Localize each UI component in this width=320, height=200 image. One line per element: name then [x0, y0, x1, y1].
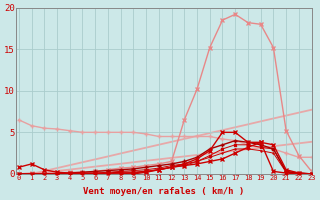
X-axis label: Vent moyen/en rafales ( km/h ): Vent moyen/en rafales ( km/h )	[83, 187, 244, 196]
